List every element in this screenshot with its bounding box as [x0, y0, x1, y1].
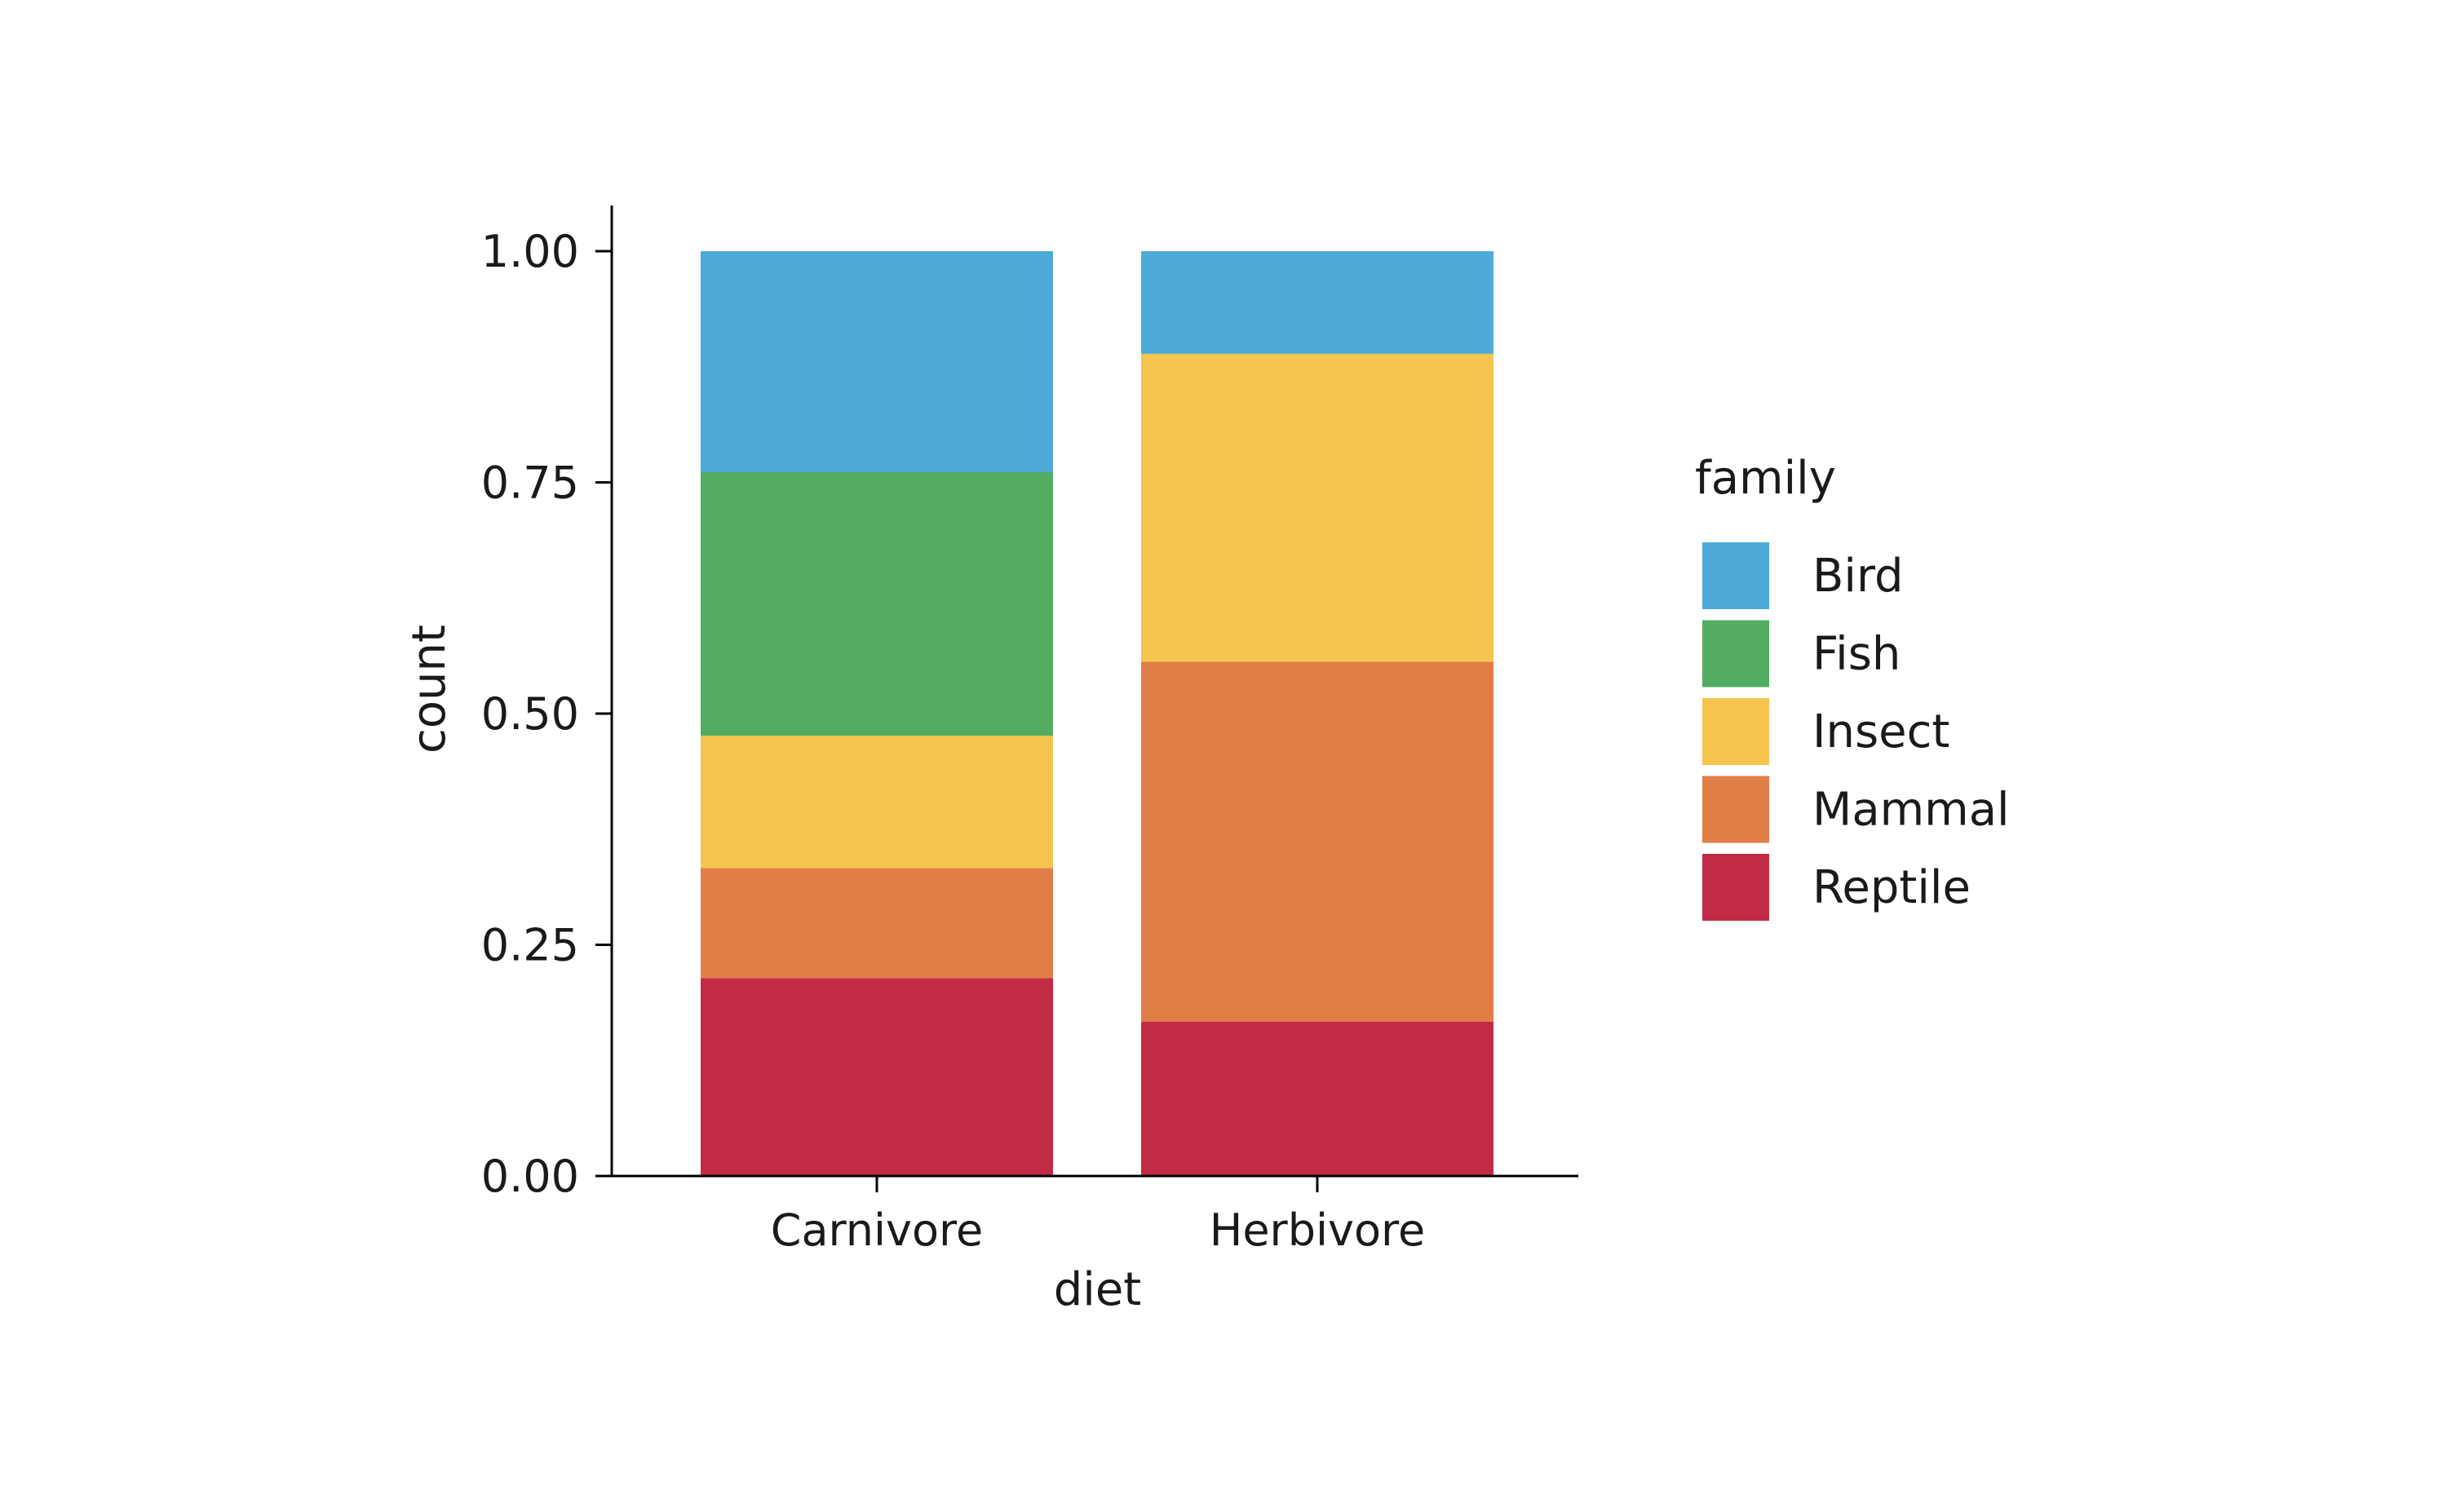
legend-label-insect: Insect [1812, 705, 1949, 758]
y-tick-label: 0.25 [481, 920, 579, 971]
legend-swatch-bird [1702, 542, 1769, 609]
x-ticks: Carnivore Herbivore [771, 1176, 1426, 1256]
legend-label-bird: Bird [1812, 550, 1904, 603]
bar-segment-herbivore-bird [1141, 251, 1493, 354]
bar-segment-carnivore-mammal [701, 868, 1053, 979]
legend-label-mammal: Mammal [1812, 784, 2010, 837]
y-ticks: 0.00 0.25 0.50 0.75 1.00 [481, 226, 612, 1202]
bars-layer [701, 251, 1493, 1176]
x-axis-label: diet [1054, 1263, 1142, 1316]
y-tick-label: 0.50 [481, 688, 579, 740]
bar-segment-carnivore-bird [701, 251, 1053, 473]
y-tick-label: 0.75 [481, 458, 579, 509]
x-tick-label: Carnivore [771, 1205, 984, 1256]
y-axis-label: count [403, 625, 456, 754]
bar-segment-herbivore-mammal [1141, 661, 1493, 1022]
legend-swatch-insect [1702, 698, 1769, 765]
bar-segment-herbivore-insect [1141, 353, 1493, 662]
bar-segment-carnivore-fish [701, 472, 1053, 736]
legend-title: family [1695, 452, 1836, 505]
y-tick-label: 1.00 [481, 226, 579, 277]
legend-swatch-fish [1702, 620, 1769, 687]
y-tick-label: 0.00 [481, 1151, 579, 1202]
legend: family Bird Fish Insect Mammal Reptile [1695, 452, 2010, 921]
legend-label-reptile: Reptile [1812, 861, 1971, 914]
legend-swatch-reptile [1702, 854, 1769, 921]
x-tick-label: Herbivore [1210, 1205, 1426, 1256]
bar-segment-herbivore-reptile [1141, 1021, 1493, 1176]
bar-segment-carnivore-insect [701, 736, 1053, 869]
legend-label-fish: Fish [1812, 628, 1901, 681]
legend-swatch-mammal [1702, 776, 1769, 843]
axes-layer [610, 206, 1578, 1178]
bar-segment-carnivore-reptile [701, 978, 1053, 1176]
